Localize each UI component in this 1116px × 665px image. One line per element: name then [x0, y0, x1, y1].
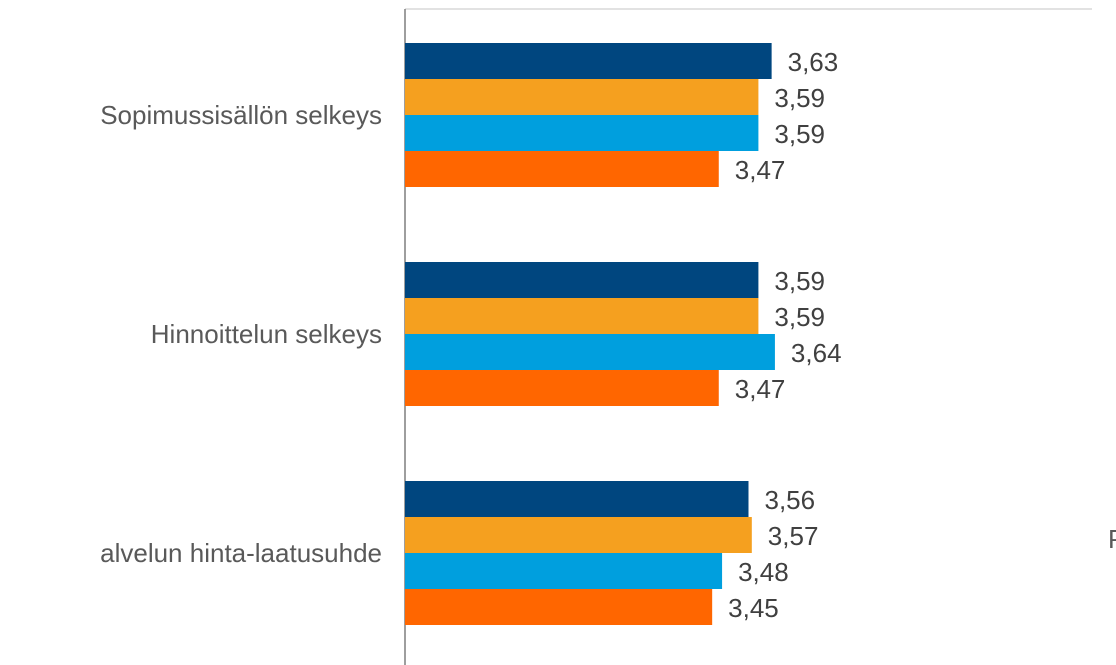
- data-label: 3,59: [774, 266, 825, 296]
- bar: [405, 370, 719, 406]
- category-label: Hinnoittelun selkeys: [151, 319, 382, 349]
- bar: [405, 262, 759, 298]
- bar: [405, 298, 759, 334]
- clipped-edge-text: P: [1108, 524, 1116, 554]
- category-labels: Sopimussisällön selkeys Hinnoittelun selk…: [100, 100, 382, 568]
- bar: [405, 43, 772, 79]
- data-label: 3,56: [765, 485, 816, 515]
- bar: [405, 115, 759, 151]
- bar: [405, 481, 749, 517]
- data-label: 3,47: [735, 374, 786, 404]
- bar: [405, 553, 723, 589]
- value-labels: 3,633,593,593,473,593,593,643,473,563,57…: [728, 47, 841, 623]
- bar: [405, 517, 752, 553]
- bar: [405, 79, 759, 115]
- data-label: 3,57: [768, 521, 819, 551]
- data-label: 3,47: [735, 155, 786, 185]
- bar: [405, 334, 775, 370]
- bar: [405, 589, 713, 625]
- category-label: alvelun hinta-laatusuhde: [100, 538, 382, 568]
- bars-layer: [405, 43, 775, 625]
- category-label: Sopimussisällön selkeys: [100, 100, 382, 130]
- data-label: 3,45: [728, 593, 779, 623]
- bar: [405, 151, 719, 187]
- data-label: 3,64: [791, 338, 842, 368]
- data-label: 3,59: [774, 83, 825, 113]
- data-label: 3,48: [738, 557, 789, 587]
- data-label: 3,59: [774, 119, 825, 149]
- data-label: 3,63: [788, 47, 839, 77]
- data-label: 3,59: [774, 302, 825, 332]
